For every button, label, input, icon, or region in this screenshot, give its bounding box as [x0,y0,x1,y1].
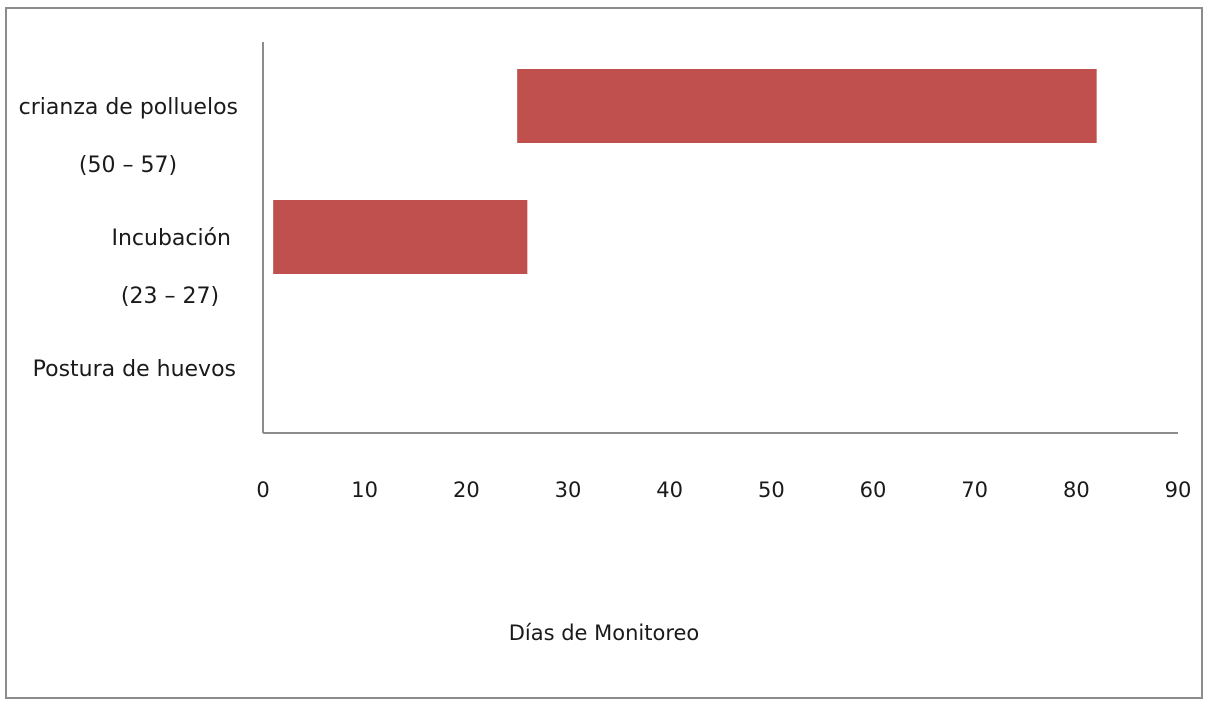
x-tick-label-4: 40 [656,478,683,502]
bars-group [273,69,1097,274]
x-tick-label-2: 20 [453,478,480,502]
x-tick-label-9: 90 [1165,478,1192,502]
x-tick-labels: 0 10 20 30 40 50 60 70 80 90 [256,478,1191,502]
x-tick-label-8: 80 [1063,478,1090,502]
x-tick-label-3: 30 [555,478,582,502]
x-tick-label-1: 10 [351,478,378,502]
x-tick-label-6: 60 [860,478,887,502]
category-label-0: crianza de polluelos [19,95,238,120]
category-label-2: Postura de huevos [33,357,236,382]
category-label-1: Incubación [111,226,231,251]
x-axis-title: Días de Monitoreo [509,621,700,645]
x-tick-label-0: 0 [256,478,269,502]
x-tick-label-5: 50 [758,478,785,502]
bar-1 [273,200,528,274]
category-sublabel-0: (50 – 57) [79,153,177,178]
x-tick-label-7: 70 [961,478,988,502]
bar-0 [517,69,1097,143]
category-labels: crianza de polluelos (50 – 57) Incubación (… [19,95,238,382]
category-sublabel-1: (23 – 27) [121,284,219,309]
